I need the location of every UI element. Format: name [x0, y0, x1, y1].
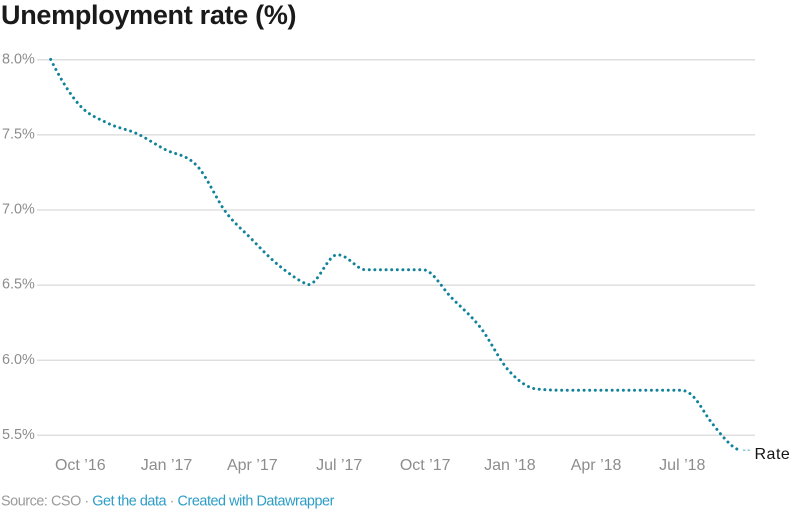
svg-text:Source: CSO · Get the data · C: Source: CSO · Get the data · Created wit…	[1, 493, 335, 509]
svg-text:Jan ’18: Jan ’18	[484, 457, 536, 474]
svg-text:Unemployment rate (%): Unemployment rate (%)	[1, 0, 296, 30]
svg-text:Rate: Rate	[755, 446, 791, 463]
svg-text:Oct ’17: Oct ’17	[400, 457, 451, 474]
svg-text:Apr ’17: Apr ’17	[227, 457, 278, 474]
svg-text:7.5%: 7.5%	[2, 127, 35, 143]
svg-text:7.0%: 7.0%	[2, 202, 35, 218]
svg-text:Oct ’16: Oct ’16	[55, 457, 106, 474]
svg-text:Jul ’17: Jul ’17	[316, 457, 362, 474]
svg-text:Jul ’18: Jul ’18	[659, 457, 705, 474]
svg-text:6.5%: 6.5%	[2, 277, 35, 293]
svg-text:Apr ’18: Apr ’18	[571, 457, 622, 474]
svg-text:Jan ’17: Jan ’17	[141, 457, 193, 474]
svg-text:8.0%: 8.0%	[2, 51, 35, 67]
svg-text:5.5%: 5.5%	[2, 427, 35, 443]
svg-text:6.0%: 6.0%	[2, 352, 35, 368]
